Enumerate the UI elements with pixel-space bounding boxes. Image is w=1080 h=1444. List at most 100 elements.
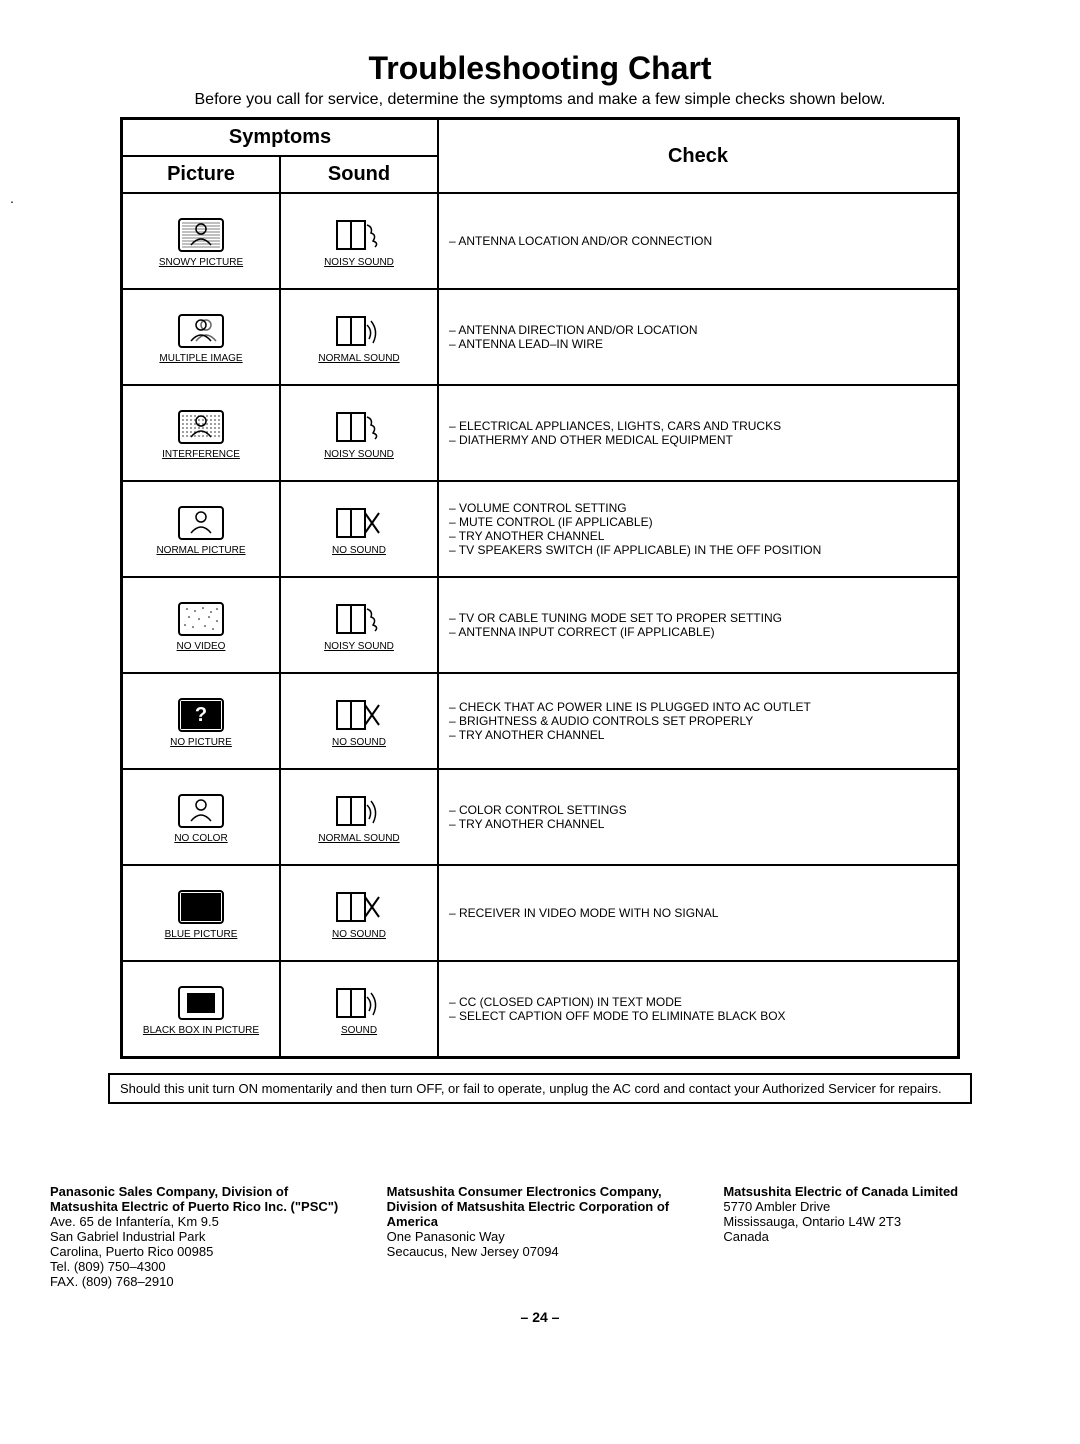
picture-symptom-cell: SNOWY PICTURE [122, 193, 281, 289]
footer-col-3: Matsushita Electric of Canada Limited 57… [723, 1184, 1030, 1289]
check-cell: RECEIVER IN VIDEO MODE WITH NO SIGNAL [438, 865, 959, 961]
picture-symptom-cell: NORMAL PICTURE [122, 481, 281, 577]
check-cell: COLOR CONTROL SETTINGSTRY ANOTHER CHANNE… [438, 769, 959, 865]
picture-icon [177, 503, 225, 543]
sound-symptom-cell: NOISY SOUND [280, 577, 438, 673]
table-row: BLUE PICTURE NO SOUND RECEIVER IN VIDEO MO… [122, 865, 959, 961]
sound-label: NO SOUND [289, 545, 429, 556]
check-cell: ELECTRICAL APPLIANCES, LIGHTS, CARS AND … [438, 385, 959, 481]
table-row: NO COLOR NORMAL SOUND COLOR CONTROL SETTIN… [122, 769, 959, 865]
sound-icon [335, 887, 383, 927]
check-item: ANTENNA LEAD–IN WIRE [449, 337, 947, 351]
check-item: TV OR CABLE TUNING MODE SET TO PROPER SE… [449, 611, 947, 625]
sound-icon [335, 791, 383, 831]
check-cell: ANTENNA LOCATION AND/OR CONNECTION [438, 193, 959, 289]
sound-symptom-cell: NOISY SOUND [280, 193, 438, 289]
check-item: SELECT CAPTION OFF MODE TO ELIMINATE BLA… [449, 1009, 947, 1023]
troubleshooting-chart: Symptoms Check Picture Sound SNOWY PICTU… [120, 117, 960, 1059]
check-cell: VOLUME CONTROL SETTINGMUTE CONTROL (IF A… [438, 481, 959, 577]
picture-label: BLUE PICTURE [131, 929, 271, 940]
check-item: CC (CLOSED CAPTION) IN TEXT MODE [449, 995, 947, 1009]
picture-label: BLACK BOX IN PICTURE [131, 1025, 271, 1036]
header-check: Check [438, 119, 959, 194]
check-item: TV SPEAKERS SWITCH (IF APPLICABLE) IN TH… [449, 543, 947, 557]
picture-label: NO VIDEO [131, 641, 271, 652]
sound-symptom-cell: NORMAL SOUND [280, 769, 438, 865]
page-number: – 24 – [50, 1309, 1030, 1325]
sound-label: NORMAL SOUND [289, 833, 429, 844]
sound-label: NO SOUND [289, 929, 429, 940]
footer-col-1-rest: Ave. 65 de Infantería, Km 9.5San Gabriel… [50, 1214, 219, 1289]
header-picture: Picture [122, 156, 281, 193]
table-row: SNOWY PICTURE NOISY SOUND ANTENNA LOCATION… [122, 193, 959, 289]
check-item: BRIGHTNESS & AUDIO CONTROLS SET PROPERLY [449, 714, 947, 728]
check-cell: CC (CLOSED CAPTION) IN TEXT MODESELECT C… [438, 961, 959, 1058]
picture-label: NO PICTURE [131, 737, 271, 748]
sound-symptom-cell: SOUND [280, 961, 438, 1058]
sound-label: NOISY SOUND [289, 641, 429, 652]
sound-symptom-cell: NO SOUND [280, 865, 438, 961]
header-sound: Sound [280, 156, 438, 193]
footer-col-3-bold: Matsushita Electric of Canada Limited [723, 1184, 958, 1199]
check-item: VOLUME CONTROL SETTING [449, 501, 947, 515]
sound-symptom-cell: NOISY SOUND [280, 385, 438, 481]
picture-symptom-cell: INTERFERENCE [122, 385, 281, 481]
picture-icon [177, 887, 225, 927]
page-artifact-dot: . [10, 190, 14, 206]
footer-col-1-bold: Panasonic Sales Company, Division of Mat… [50, 1184, 338, 1214]
sound-label: NO SOUND [289, 737, 429, 748]
picture-symptom-cell: BLACK BOX IN PICTURE [122, 961, 281, 1058]
check-item: CHECK THAT AC POWER LINE IS PLUGGED INTO… [449, 700, 947, 714]
picture-symptom-cell: NO COLOR [122, 769, 281, 865]
picture-label: INTERFERENCE [131, 449, 271, 460]
servicer-note: Should this unit turn ON momentarily and… [108, 1073, 972, 1104]
sound-label: NOISY SOUND [289, 449, 429, 460]
check-item: COLOR CONTROL SETTINGS [449, 803, 947, 817]
sound-icon [335, 311, 383, 351]
check-cell: ANTENNA DIRECTION AND/OR LOCATIONANTENNA… [438, 289, 959, 385]
header-symptoms: Symptoms [122, 119, 439, 157]
page-title: Troubleshooting Chart [50, 50, 1030, 87]
sound-label: NORMAL SOUND [289, 353, 429, 364]
picture-icon [177, 599, 225, 639]
picture-symptom-cell: BLUE PICTURE [122, 865, 281, 961]
sound-symptom-cell: NO SOUND [280, 673, 438, 769]
check-item: DIATHERMY AND OTHER MEDICAL EQUIPMENT [449, 433, 947, 447]
picture-symptom-cell: NO PICTURE [122, 673, 281, 769]
sound-symptom-cell: NORMAL SOUND [280, 289, 438, 385]
check-item: RECEIVER IN VIDEO MODE WITH NO SIGNAL [449, 906, 947, 920]
check-item: TRY ANOTHER CHANNEL [449, 817, 947, 831]
table-row: INTERFERENCE NOISY SOUND ELECTRICAL APPLIA… [122, 385, 959, 481]
page-subtitle: Before you call for service, determine t… [50, 91, 1030, 109]
check-item: ANTENNA LOCATION AND/OR CONNECTION [449, 234, 947, 248]
picture-label: NO COLOR [131, 833, 271, 844]
check-item: ANTENNA DIRECTION AND/OR LOCATION [449, 323, 947, 337]
sound-label: NOISY SOUND [289, 257, 429, 268]
sound-icon [335, 215, 383, 255]
check-item: TRY ANOTHER CHANNEL [449, 728, 947, 742]
check-cell: CHECK THAT AC POWER LINE IS PLUGGED INTO… [438, 673, 959, 769]
sound-icon [335, 503, 383, 543]
footer-col-2: Matsushita Consumer Electronics Company,… [387, 1184, 694, 1289]
table-row: NO VIDEO NOISY SOUND TV OR CABLE TUNING MO… [122, 577, 959, 673]
sound-icon [335, 695, 383, 735]
picture-icon [177, 407, 225, 447]
table-row: BLACK BOX IN PICTURESOUNDCC (CLOSED CAPT… [122, 961, 959, 1058]
picture-label: MULTIPLE IMAGE [131, 353, 271, 364]
table-row: NORMAL PICTURE NO SOUND VOLUME CONTROL SET… [122, 481, 959, 577]
sound-icon [335, 407, 383, 447]
picture-icon [177, 311, 225, 351]
sound-symptom-cell: NO SOUND [280, 481, 438, 577]
picture-icon [177, 791, 225, 831]
footer-col-2-rest: One Panasonic WaySecaucus, New Jersey 07… [387, 1229, 559, 1259]
check-item: MUTE CONTROL (IF APPLICABLE) [449, 515, 947, 529]
check-item: TRY ANOTHER CHANNEL [449, 529, 947, 543]
footer-col-1: Panasonic Sales Company, Division of Mat… [50, 1184, 357, 1289]
sound-icon [335, 599, 383, 639]
picture-label: SNOWY PICTURE [131, 257, 271, 268]
picture-icon [177, 983, 225, 1023]
footer-col-3-rest: 5770 Ambler DriveMississauga, Ontario L4… [723, 1199, 901, 1244]
picture-icon [177, 695, 225, 735]
check-item: ANTENNA INPUT CORRECT (IF APPLICABLE) [449, 625, 947, 639]
footer: Panasonic Sales Company, Division of Mat… [50, 1184, 1030, 1289]
